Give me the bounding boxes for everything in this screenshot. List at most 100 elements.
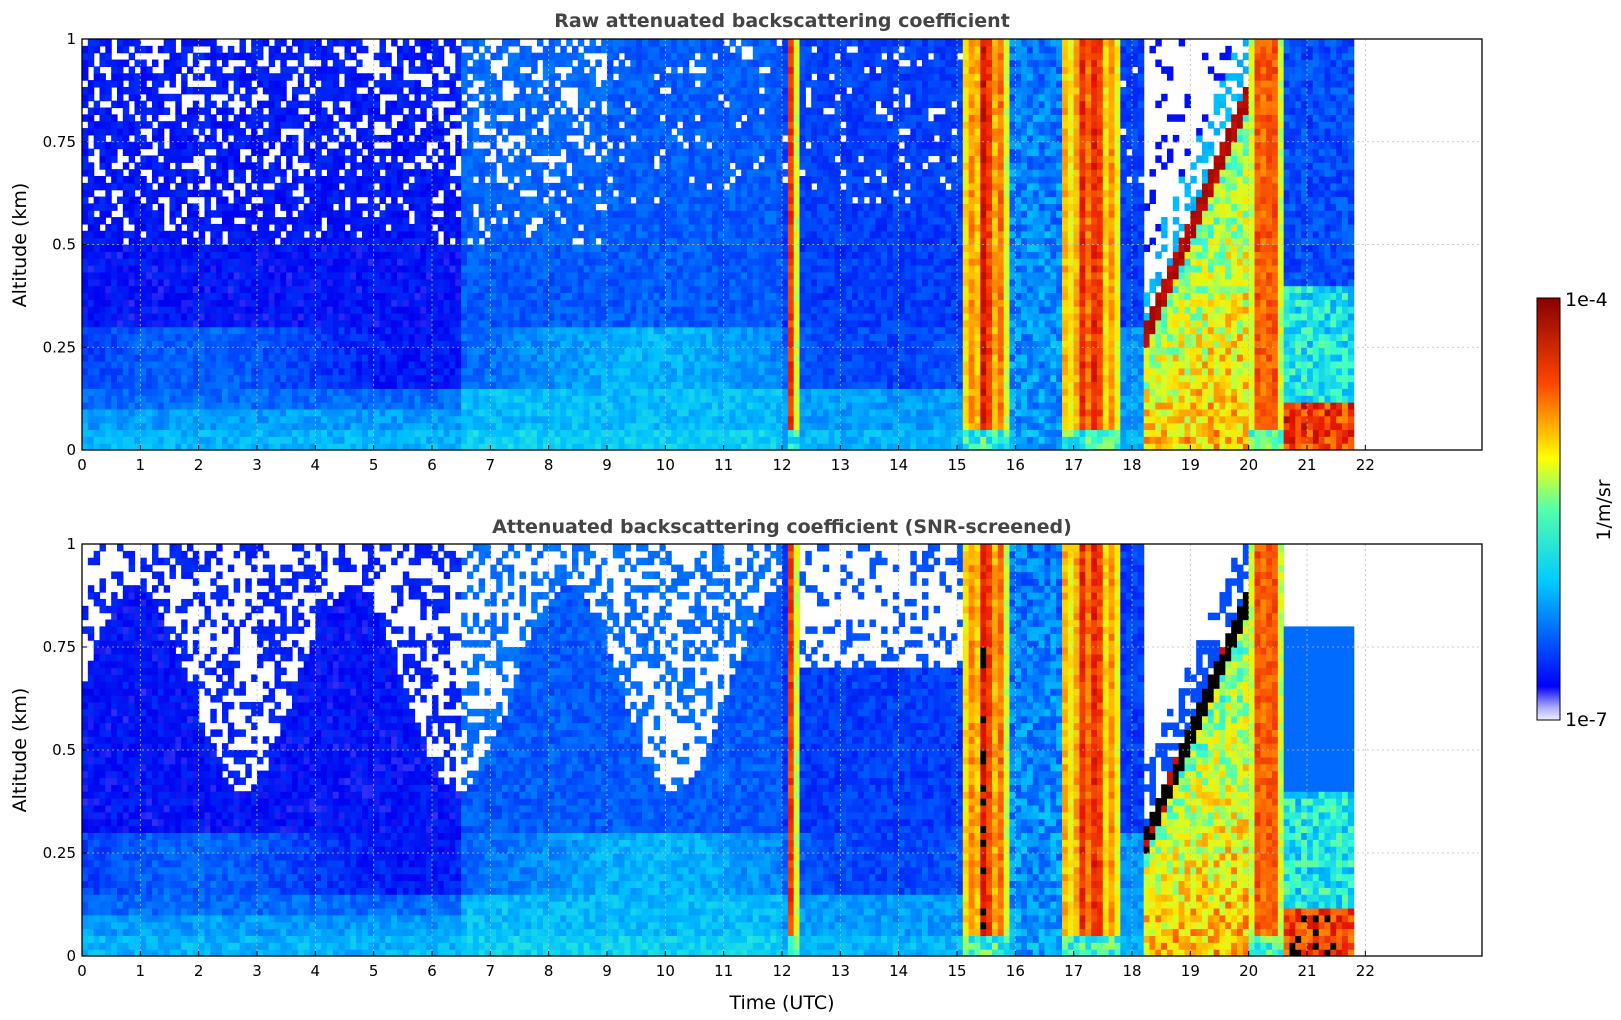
heatmap-cell [87, 52, 95, 61]
heatmap-cell [216, 326, 223, 335]
heatmap-cell [332, 93, 340, 102]
heatmap-cell [402, 326, 410, 335]
heatmap-cell [117, 230, 124, 239]
heatmap-cell [204, 292, 211, 300]
heatmap-cell [245, 196, 252, 204]
heatmap-cell [391, 354, 398, 362]
heatmap-cell [367, 340, 375, 348]
heatmap-cell [117, 347, 124, 355]
heatmap-cell [566, 340, 573, 348]
heatmap-cell [490, 107, 497, 115]
heatmap-cell [490, 360, 497, 369]
heatmap-cell [513, 73, 521, 81]
heatmap-cell [163, 292, 171, 300]
heatmap-cell [99, 278, 106, 287]
heatmap-cell [87, 182, 95, 191]
heatmap-cell [216, 429, 223, 437]
heatmap-cell [636, 210, 643, 218]
heatmap-cell [467, 299, 474, 307]
heatmap-cell [373, 285, 381, 294]
heatmap-cell [105, 367, 112, 376]
heatmap-cell [204, 86, 211, 95]
heatmap-cell [128, 333, 136, 341]
heatmap-cell [122, 244, 130, 252]
heatmap-cell [577, 73, 585, 81]
heatmap-cell [507, 121, 515, 129]
heatmap-cell [93, 230, 101, 239]
heatmap-cell [356, 333, 363, 341]
heatmap-cell [548, 422, 556, 431]
heatmap-cell [542, 203, 550, 211]
heatmap-cell [134, 306, 141, 314]
heatmap-cell [566, 402, 573, 410]
heatmap-cell [152, 429, 159, 437]
heatmap-cell [385, 443, 392, 450]
heatmap-cell [122, 86, 130, 95]
heatmap-cell [169, 265, 176, 273]
heatmap-cell [362, 436, 369, 444]
heatmap-cell [484, 196, 491, 204]
heatmap-cell [426, 217, 433, 225]
heatmap-cell [146, 155, 153, 163]
heatmap-cell [589, 402, 596, 410]
heatmap-cell [583, 217, 591, 225]
heatmap-cell [402, 128, 410, 136]
heatmap-cell [152, 251, 159, 259]
heatmap-cell [163, 374, 171, 383]
heatmap-cell [373, 429, 381, 437]
heatmap-cell [612, 402, 620, 410]
heatmap-cell [461, 230, 468, 239]
heatmap-cell [204, 244, 211, 252]
heatmap-cell [192, 292, 200, 300]
heatmap-cell [315, 176, 322, 184]
heatmap-cell [624, 285, 631, 294]
heatmap-cell [257, 422, 264, 431]
heatmap-cell [426, 443, 433, 450]
heatmap-cell [315, 223, 322, 232]
heatmap-cell [105, 93, 112, 102]
heatmap-cell [280, 326, 287, 335]
heatmap-cell [484, 443, 491, 450]
heatmap-cell [420, 237, 427, 246]
heatmap-cell [548, 271, 556, 280]
heatmap-cell [502, 121, 509, 129]
heatmap-cell [204, 422, 211, 431]
heatmap-cell [391, 203, 398, 211]
heatmap-cell [181, 429, 188, 437]
heatmap-cell [262, 244, 270, 252]
heatmap-cell [589, 395, 596, 403]
heatmap-cell [111, 114, 118, 122]
heatmap-cell [117, 93, 124, 102]
heatmap-cell [461, 258, 468, 266]
heatmap-cell [356, 443, 363, 450]
heatmap-cell [192, 299, 200, 307]
heatmap-cell [210, 134, 217, 143]
heatmap-cell [350, 162, 357, 170]
heatmap-cell [577, 148, 585, 157]
heatmap-cell [362, 237, 369, 246]
heatmap-cell [245, 313, 252, 321]
heatmap-cell [455, 443, 462, 450]
heatmap-cell [589, 408, 596, 417]
heatmap-cell [461, 285, 468, 294]
heatmap-cell [87, 114, 95, 122]
heatmap-cell [402, 402, 410, 410]
heatmap-cell [397, 128, 404, 136]
heatmap-cell [286, 73, 293, 81]
heatmap-cell [612, 93, 620, 102]
heatmap-cell [589, 429, 596, 437]
heatmap-cell [356, 73, 363, 81]
heatmap-cell [82, 66, 89, 74]
heatmap-cell [484, 367, 491, 376]
heatmap-cell [432, 347, 439, 355]
panel-raw: Raw attenuated backscattering coefficien… [9, 10, 1483, 474]
heatmap-cell [327, 52, 334, 61]
heatmap-cell [548, 374, 556, 383]
heatmap-cell [566, 374, 573, 383]
heatmap-cell [531, 265, 538, 273]
heatmap-cell [286, 134, 293, 143]
heatmap-cell [408, 196, 416, 204]
heatmap-cell [548, 313, 556, 321]
heatmap-cell [111, 121, 118, 129]
heatmap-cell [583, 86, 591, 95]
